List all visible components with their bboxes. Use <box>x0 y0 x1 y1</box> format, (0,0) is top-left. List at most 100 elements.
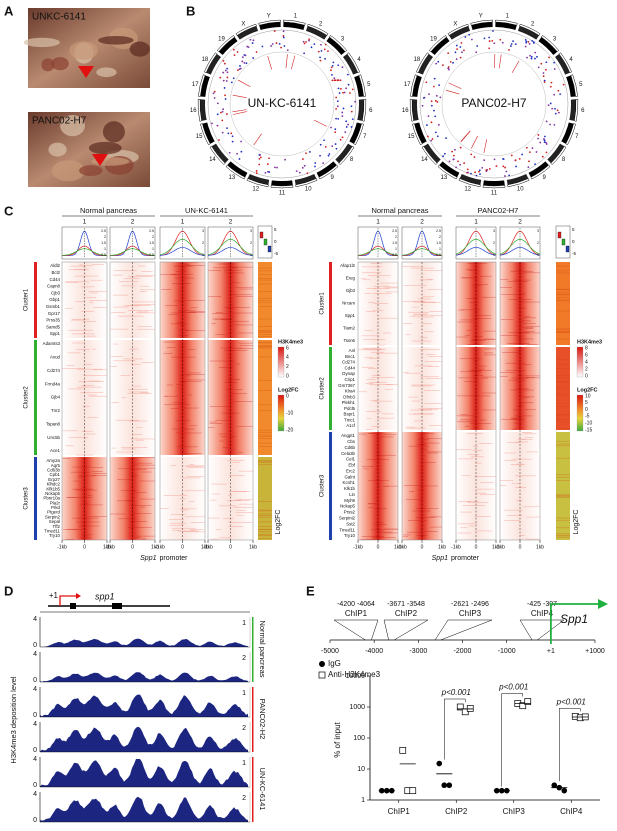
heatmap-streak <box>501 294 524 295</box>
chromosome-band <box>447 23 469 36</box>
foldchange-streak <box>258 410 272 412</box>
heatmap-streak <box>466 433 483 435</box>
heatmap-streak <box>382 285 390 287</box>
heatmap-streak <box>163 495 188 496</box>
chromosome-band <box>550 145 567 165</box>
replicate-label: 2 <box>420 219 424 226</box>
chromosome-band <box>307 23 329 36</box>
circos-dot <box>481 166 484 169</box>
axis-label: 1kb <box>394 544 402 550</box>
heatmap-streak <box>504 460 516 461</box>
circos-dot <box>543 141 546 144</box>
heatmap-streak <box>458 377 479 379</box>
gene-label: Axud <box>50 355 61 360</box>
heatmap-streak <box>179 381 187 382</box>
circos-dot <box>550 81 553 84</box>
circos-dot <box>534 57 536 60</box>
circos-dot <box>545 143 548 145</box>
heatmap-streak <box>209 406 232 407</box>
heatmap-streak <box>475 492 487 494</box>
heatmap-streak <box>78 381 105 382</box>
heatmap-streak <box>179 329 189 331</box>
gene-label: Angpt1 <box>341 433 355 438</box>
heatmap-streak <box>176 384 182 385</box>
photo-detail <box>41 58 55 72</box>
heatmap-streak <box>519 332 540 334</box>
circos-dot <box>222 59 225 62</box>
heatmap-streak <box>232 312 253 314</box>
circos-dot <box>306 172 309 175</box>
profile-tick: 1 <box>395 247 397 251</box>
heatmap-streak <box>477 365 487 367</box>
gene-label: Gpr17 <box>48 311 61 316</box>
heatmap-streak <box>65 282 79 284</box>
legend-bar <box>576 346 584 378</box>
heatmap-streak <box>128 527 152 528</box>
circos-dot <box>537 134 540 136</box>
heatmap-streak <box>525 328 534 329</box>
heatmap-streak <box>62 458 71 459</box>
circos-dot <box>518 157 521 160</box>
heatmap-streak <box>137 328 155 330</box>
heatmap-streak <box>505 369 526 371</box>
promoter-gene: Spp1 <box>140 555 156 562</box>
heatmap-streak <box>118 468 133 470</box>
heatmap-streak <box>181 509 188 511</box>
chromosome-band <box>198 74 206 97</box>
circos-dot <box>223 87 226 89</box>
heatmap-streak <box>183 374 205 375</box>
heatmap-streak <box>209 423 223 424</box>
heatmap-streak <box>358 349 382 351</box>
gene-label: Ace1 <box>50 448 61 453</box>
heatmap-streak <box>408 520 428 521</box>
heatmap-streak <box>175 271 187 272</box>
heatmap-streak <box>360 539 381 540</box>
heatmap-streak <box>90 292 98 294</box>
heatmap-streak <box>170 513 185 515</box>
foldchange-streak <box>258 436 272 437</box>
circos-dot <box>470 172 472 175</box>
circos-dot <box>337 64 340 67</box>
heatmap-streak <box>67 352 81 354</box>
chromosome-label: 7 <box>363 134 367 140</box>
circos-link <box>253 133 262 146</box>
heatmap-streak <box>82 503 88 505</box>
profile-tick: 2 <box>202 241 204 245</box>
gene-label: Ebf <box>348 463 355 468</box>
chromosome-label: 18 <box>202 57 209 63</box>
heatmap-streak <box>457 321 473 323</box>
foldchange-streak <box>258 300 272 301</box>
heatmap-streak <box>77 386 102 388</box>
region-bracket <box>371 619 379 641</box>
gene-label: Pbnr10a <box>43 496 60 501</box>
heatmap-streak <box>115 419 139 421</box>
circos-dot <box>336 100 339 103</box>
heatmap-streak <box>239 345 253 347</box>
heatmap-streak <box>424 390 441 391</box>
heatmap-streak <box>512 458 533 460</box>
chromosome-label: 18 <box>414 57 421 63</box>
heatmap-streak <box>113 274 123 276</box>
chromosome-label: 6 <box>369 108 373 114</box>
legend-tick: 2 <box>585 366 588 372</box>
heatmap-streak <box>113 306 129 308</box>
point <box>466 705 474 712</box>
heatmap-streak <box>372 537 397 538</box>
foldchange-block <box>258 262 272 338</box>
circos-dot <box>553 68 556 70</box>
circos-dot <box>282 35 285 37</box>
circos-dot <box>433 77 436 80</box>
circos-dot <box>514 159 517 161</box>
heatmap-streak <box>368 368 377 369</box>
circos-dot <box>282 30 285 33</box>
gene-label: Prss2 <box>344 510 356 515</box>
heatmap-streak <box>456 336 468 338</box>
heatmap-streak <box>92 471 103 472</box>
heatmap-streak <box>130 438 155 440</box>
heatmap-streak <box>518 402 534 404</box>
region-end: -2496 <box>471 601 489 608</box>
heatmap-streak <box>413 301 436 303</box>
heatmap-streak <box>424 361 442 362</box>
chromosome <box>430 37 450 55</box>
heatmap-streak <box>116 451 133 453</box>
